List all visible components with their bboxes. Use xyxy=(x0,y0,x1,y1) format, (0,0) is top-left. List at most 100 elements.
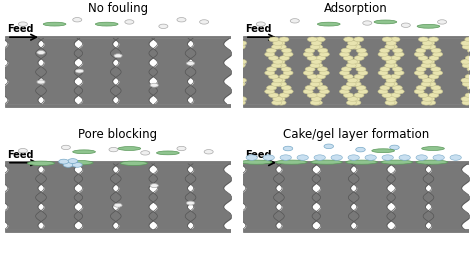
Circle shape xyxy=(305,68,315,72)
Circle shape xyxy=(469,71,474,76)
Circle shape xyxy=(394,90,404,94)
Circle shape xyxy=(279,75,289,80)
Ellipse shape xyxy=(275,161,307,165)
Circle shape xyxy=(273,42,283,46)
Circle shape xyxy=(204,150,213,154)
Circle shape xyxy=(350,97,360,102)
Circle shape xyxy=(422,42,432,46)
Circle shape xyxy=(425,42,435,46)
Circle shape xyxy=(356,68,366,72)
Ellipse shape xyxy=(120,162,147,166)
Circle shape xyxy=(339,71,349,76)
Circle shape xyxy=(462,82,472,87)
Circle shape xyxy=(316,56,326,61)
Circle shape xyxy=(425,60,435,65)
Circle shape xyxy=(37,81,45,85)
Circle shape xyxy=(426,82,436,87)
Circle shape xyxy=(426,64,436,69)
Circle shape xyxy=(343,75,353,80)
Circle shape xyxy=(282,49,292,54)
Circle shape xyxy=(230,86,240,91)
Circle shape xyxy=(339,53,349,57)
Circle shape xyxy=(385,64,395,69)
Circle shape xyxy=(265,53,275,57)
Circle shape xyxy=(269,75,279,80)
Circle shape xyxy=(356,86,366,91)
Circle shape xyxy=(438,21,447,25)
Circle shape xyxy=(186,62,195,66)
Circle shape xyxy=(311,60,321,65)
Circle shape xyxy=(348,155,359,161)
Circle shape xyxy=(228,71,238,76)
Circle shape xyxy=(318,86,328,91)
Ellipse shape xyxy=(156,151,179,155)
Circle shape xyxy=(307,56,317,61)
Circle shape xyxy=(228,90,238,94)
Circle shape xyxy=(418,56,428,61)
Circle shape xyxy=(391,56,401,61)
Circle shape xyxy=(311,60,321,65)
Circle shape xyxy=(59,160,69,164)
Ellipse shape xyxy=(318,23,340,27)
Circle shape xyxy=(347,79,357,83)
Circle shape xyxy=(429,93,439,98)
Circle shape xyxy=(416,68,426,72)
Circle shape xyxy=(346,82,356,87)
Ellipse shape xyxy=(372,149,394,153)
Circle shape xyxy=(351,82,361,87)
Circle shape xyxy=(387,64,397,69)
Circle shape xyxy=(311,79,321,83)
Circle shape xyxy=(266,49,276,54)
Circle shape xyxy=(416,49,426,54)
Circle shape xyxy=(418,75,428,80)
Circle shape xyxy=(141,151,150,155)
Circle shape xyxy=(177,147,186,151)
Circle shape xyxy=(429,75,439,80)
Circle shape xyxy=(354,56,364,61)
Circle shape xyxy=(356,49,366,54)
Circle shape xyxy=(63,163,73,168)
Circle shape xyxy=(125,21,134,25)
Circle shape xyxy=(315,38,325,43)
Circle shape xyxy=(310,64,320,69)
Circle shape xyxy=(414,71,424,76)
Circle shape xyxy=(341,86,351,91)
Circle shape xyxy=(390,38,400,43)
Circle shape xyxy=(272,82,282,87)
Circle shape xyxy=(276,64,286,69)
Circle shape xyxy=(351,45,361,50)
Circle shape xyxy=(316,75,326,80)
Circle shape xyxy=(341,68,351,72)
Circle shape xyxy=(469,53,474,57)
Ellipse shape xyxy=(118,147,141,151)
Circle shape xyxy=(343,93,353,98)
Ellipse shape xyxy=(417,25,440,29)
Bar xyxy=(243,36,469,39)
Circle shape xyxy=(378,90,388,94)
Circle shape xyxy=(392,68,402,72)
Circle shape xyxy=(467,68,474,72)
Circle shape xyxy=(324,145,334,149)
Circle shape xyxy=(341,49,351,54)
Circle shape xyxy=(380,68,390,72)
Circle shape xyxy=(263,155,274,161)
Circle shape xyxy=(391,75,401,80)
Circle shape xyxy=(390,93,400,98)
Circle shape xyxy=(363,22,372,26)
Circle shape xyxy=(431,68,441,72)
Circle shape xyxy=(354,38,364,43)
Circle shape xyxy=(387,45,397,50)
Bar xyxy=(5,229,231,232)
Circle shape xyxy=(382,38,392,43)
Text: Feed: Feed xyxy=(245,24,272,34)
Circle shape xyxy=(314,155,325,161)
Circle shape xyxy=(358,71,368,76)
Circle shape xyxy=(150,84,158,88)
Circle shape xyxy=(18,149,27,153)
Circle shape xyxy=(228,53,238,57)
Circle shape xyxy=(421,45,431,50)
Circle shape xyxy=(386,97,396,102)
Circle shape xyxy=(386,79,396,83)
Circle shape xyxy=(114,203,122,208)
Circle shape xyxy=(303,90,313,94)
